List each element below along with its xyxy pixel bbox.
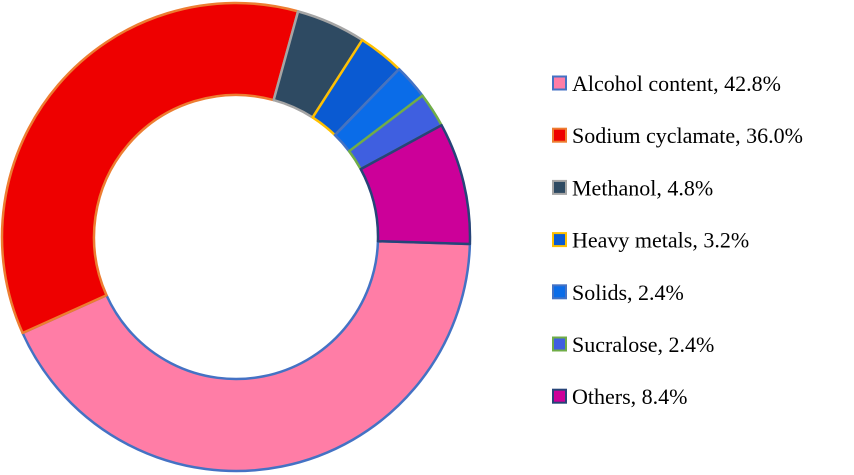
slice-7 — [359, 123, 472, 246]
legend: Alcohol content, 42.8% Sodium cyclamate, … — [552, 71, 803, 409]
legend-swatch-5 — [552, 284, 567, 300]
legend-label-7: Others, 8.4% — [572, 384, 687, 409]
legend-swatch-1 — [552, 75, 567, 91]
donut-slices — [0, 1, 472, 473]
legend-swatch-4 — [552, 232, 567, 248]
legend-label-6: Sucralose, 2.4% — [572, 332, 714, 357]
legend-label-3: Methanol, 4.8% — [572, 175, 713, 200]
legend-label-5: Solids, 2.4% — [572, 280, 684, 305]
legend-label-4: Heavy metals, 3.2% — [572, 228, 749, 253]
slice-1 — [21, 239, 472, 473]
slice-2 — [0, 1, 300, 335]
legend-swatch-2 — [552, 127, 567, 143]
legend-swatch-3 — [552, 179, 567, 195]
legend-label-2: Sodium cyclamate, 36.0% — [572, 123, 803, 148]
legend-swatch-7 — [552, 388, 567, 404]
legend-label-1: Alcohol content, 42.8% — [572, 71, 781, 96]
legend-swatch-6 — [552, 336, 567, 352]
